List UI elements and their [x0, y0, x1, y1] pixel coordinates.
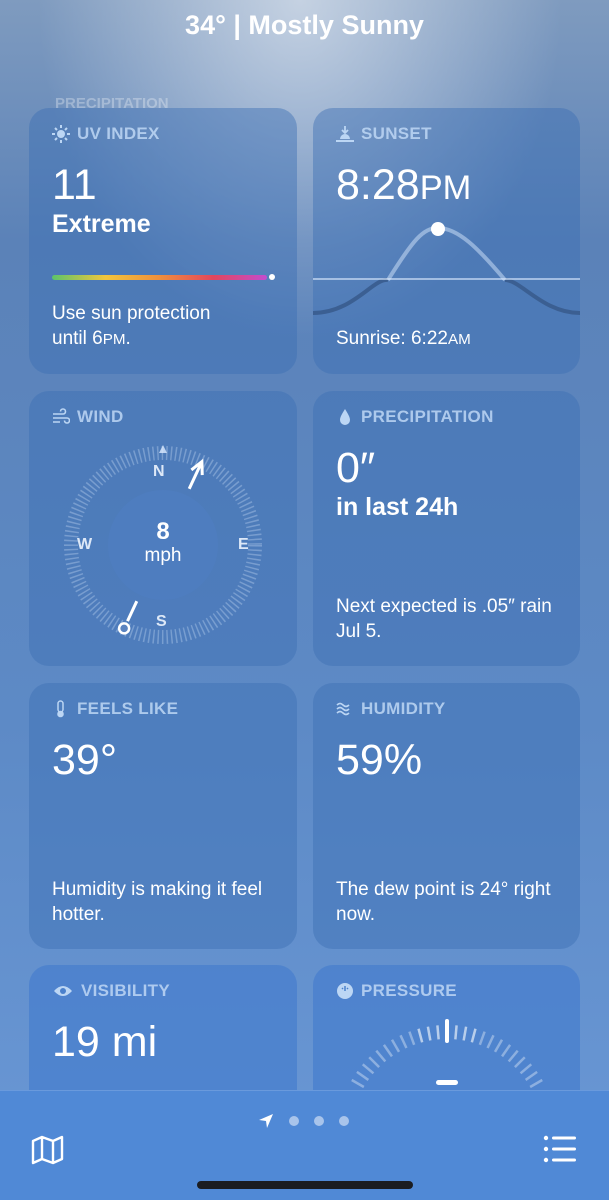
gauge-tick — [519, 1063, 533, 1075]
gauge-tick — [356, 1070, 370, 1081]
sunset-icon — [336, 126, 354, 142]
gauge-tick — [470, 1028, 477, 1043]
compass-n: N — [153, 463, 165, 480]
gauge-tick — [399, 1034, 408, 1049]
visibility-value: 19 mi — [52, 1018, 158, 1066]
uv-indicator — [269, 274, 275, 280]
precip-value: 0″ — [336, 444, 376, 492]
precip-description: Next expected is .05″ rain Jul 5. — [336, 596, 552, 642]
gauge-tick — [351, 1078, 365, 1089]
gauge-tick — [513, 1056, 526, 1069]
map-icon[interactable] — [31, 1133, 65, 1167]
wind-compass — [64, 445, 262, 644]
gauge-tick — [368, 1056, 381, 1069]
sky-background — [0, 0, 609, 400]
pressure-gauge — [351, 1019, 543, 1089]
home-indicator — [197, 1181, 413, 1189]
page-dot[interactable] — [339, 1116, 349, 1126]
gauge-tick — [417, 1028, 424, 1043]
thermometer-icon — [57, 700, 64, 718]
uv-value: 11 — [52, 161, 97, 209]
page-dot[interactable] — [314, 1116, 324, 1126]
wind-speed: 8 — [156, 518, 170, 545]
wind-label: WIND — [77, 407, 124, 426]
gauge-tick — [507, 1049, 519, 1063]
compass-s: S — [156, 613, 167, 630]
gauge-tick — [454, 1025, 458, 1040]
location-arrow-icon[interactable] — [258, 1113, 274, 1129]
gauge-tick — [462, 1026, 468, 1041]
sun-path-graph — [313, 222, 580, 315]
uv-label: UV INDEX — [77, 124, 160, 143]
humidity-label: HUMIDITY — [361, 699, 446, 718]
humidity-icon — [336, 702, 350, 716]
sun-position — [431, 222, 445, 236]
compass-w: W — [77, 536, 93, 553]
gauge-tick — [501, 1044, 512, 1058]
gauge-icon — [337, 983, 353, 999]
sunset-label: SUNSET — [361, 124, 432, 143]
feels-like-card[interactable]: FEELS LIKE 39° Humidity is making it fee… — [29, 683, 297, 949]
sunrise-text: Sunrise: 6:22AM — [336, 328, 471, 349]
gauge-tick — [375, 1049, 387, 1063]
feels-value: 39° — [52, 736, 118, 784]
humidity-card[interactable]: HUMIDITY 59% The dew point is 24° right … — [313, 683, 580, 949]
uv-description: Use sun protection until 6PM. — [52, 303, 211, 349]
sunset-time: 8:28PM — [336, 161, 472, 209]
compass-e: E — [238, 536, 249, 553]
uv-scale-bar — [52, 275, 267, 280]
precipitation-card[interactable]: PRECIPITATION 0″ in last 24h Next expect… — [313, 391, 580, 666]
visibility-label: VISIBILITY — [81, 981, 170, 1000]
eye-icon — [54, 986, 72, 996]
current-conditions: 34° | Mostly Sunny — [185, 10, 424, 40]
humidity-description: The dew point is 24° right now. — [336, 879, 551, 925]
pressure-label: PRESSURE — [361, 981, 457, 1000]
raindrop-icon — [340, 409, 350, 425]
gauge-trend-indicator — [436, 1080, 458, 1085]
gauge-tick — [382, 1044, 393, 1058]
wind-card[interactable]: WIND N S E W 8 mph — [29, 391, 297, 666]
gauge-tick — [478, 1031, 486, 1046]
wind-direction-arrow — [126, 458, 204, 622]
gauge-tick — [390, 1039, 401, 1053]
gauge-tick — [436, 1025, 440, 1040]
wind-icon — [53, 408, 70, 424]
gauge-tick — [486, 1034, 495, 1049]
humidity-value: 59% — [336, 736, 423, 784]
feels-label: FEELS LIKE — [77, 699, 179, 718]
gauge-tick — [524, 1070, 538, 1081]
scrolled-label: PRECIPITATION — [55, 95, 169, 108]
precip-period: in last 24h — [336, 493, 459, 521]
list-icon[interactable] — [543, 1135, 577, 1163]
gauge-tick — [361, 1063, 375, 1075]
gauge-tick — [408, 1031, 416, 1046]
uv-index-card[interactable]: UV INDEX 11 Extreme Use sun protection un… — [29, 108, 297, 374]
precip-label: PRECIPITATION — [361, 407, 494, 426]
sun-icon — [52, 125, 70, 143]
gauge-tick — [493, 1039, 504, 1053]
page-dot[interactable] — [289, 1116, 299, 1126]
gauge-tick — [426, 1026, 432, 1041]
feels-description: Humidity is making it feel hotter. — [52, 879, 263, 925]
gauge-tick — [529, 1078, 543, 1089]
sunset-card[interactable]: SUNSET 8:28PM Sunrise: 6:22AM — [313, 108, 580, 374]
uv-level: Extreme — [52, 210, 151, 238]
wind-unit: mph — [144, 545, 182, 566]
